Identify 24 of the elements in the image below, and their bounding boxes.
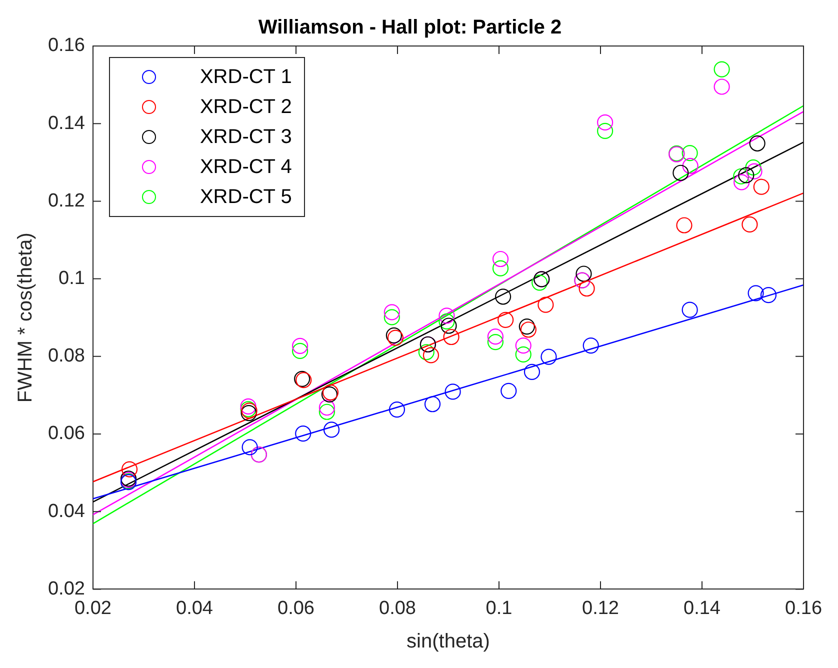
x-tick-label: 0.02 [74, 598, 112, 619]
x-tick-label: 0.1 [486, 598, 512, 619]
y-tick-label: 0.04 [48, 500, 86, 522]
x-tick-label: 0.16 [785, 598, 822, 619]
x-tick-label: 0.08 [379, 598, 416, 619]
x-tick-label: 0.12 [582, 598, 619, 619]
y-tick-label: 0.1 [58, 268, 85, 290]
x-tick-label: 0.04 [176, 598, 214, 619]
y-tick-label: 0.12 [48, 190, 85, 212]
y-tick-label: 0.16 [48, 35, 85, 56]
legend-label: XRD-CT 2 [200, 96, 292, 118]
chart-title: Williamson - Hall plot: Particle 2 [258, 16, 562, 39]
legend-label: XRD-CT 5 [200, 186, 292, 208]
legend-label: XRD-CT 3 [200, 126, 292, 148]
y-tick-label: 0.06 [48, 423, 85, 444]
y-axis-title: FWHM * cos(theta) [14, 232, 37, 403]
x-axis-title: sin(theta) [406, 630, 490, 653]
x-tick-label: 0.14 [684, 598, 721, 619]
y-tick-label: 0.14 [48, 112, 86, 134]
y-tick-label: 0.08 [48, 346, 85, 367]
legend-label: XRD-CT 4 [200, 156, 292, 178]
legend-label: XRD-CT 1 [200, 66, 292, 88]
x-tick-label: 0.06 [277, 598, 314, 619]
y-tick-label: 0.02 [48, 578, 85, 600]
